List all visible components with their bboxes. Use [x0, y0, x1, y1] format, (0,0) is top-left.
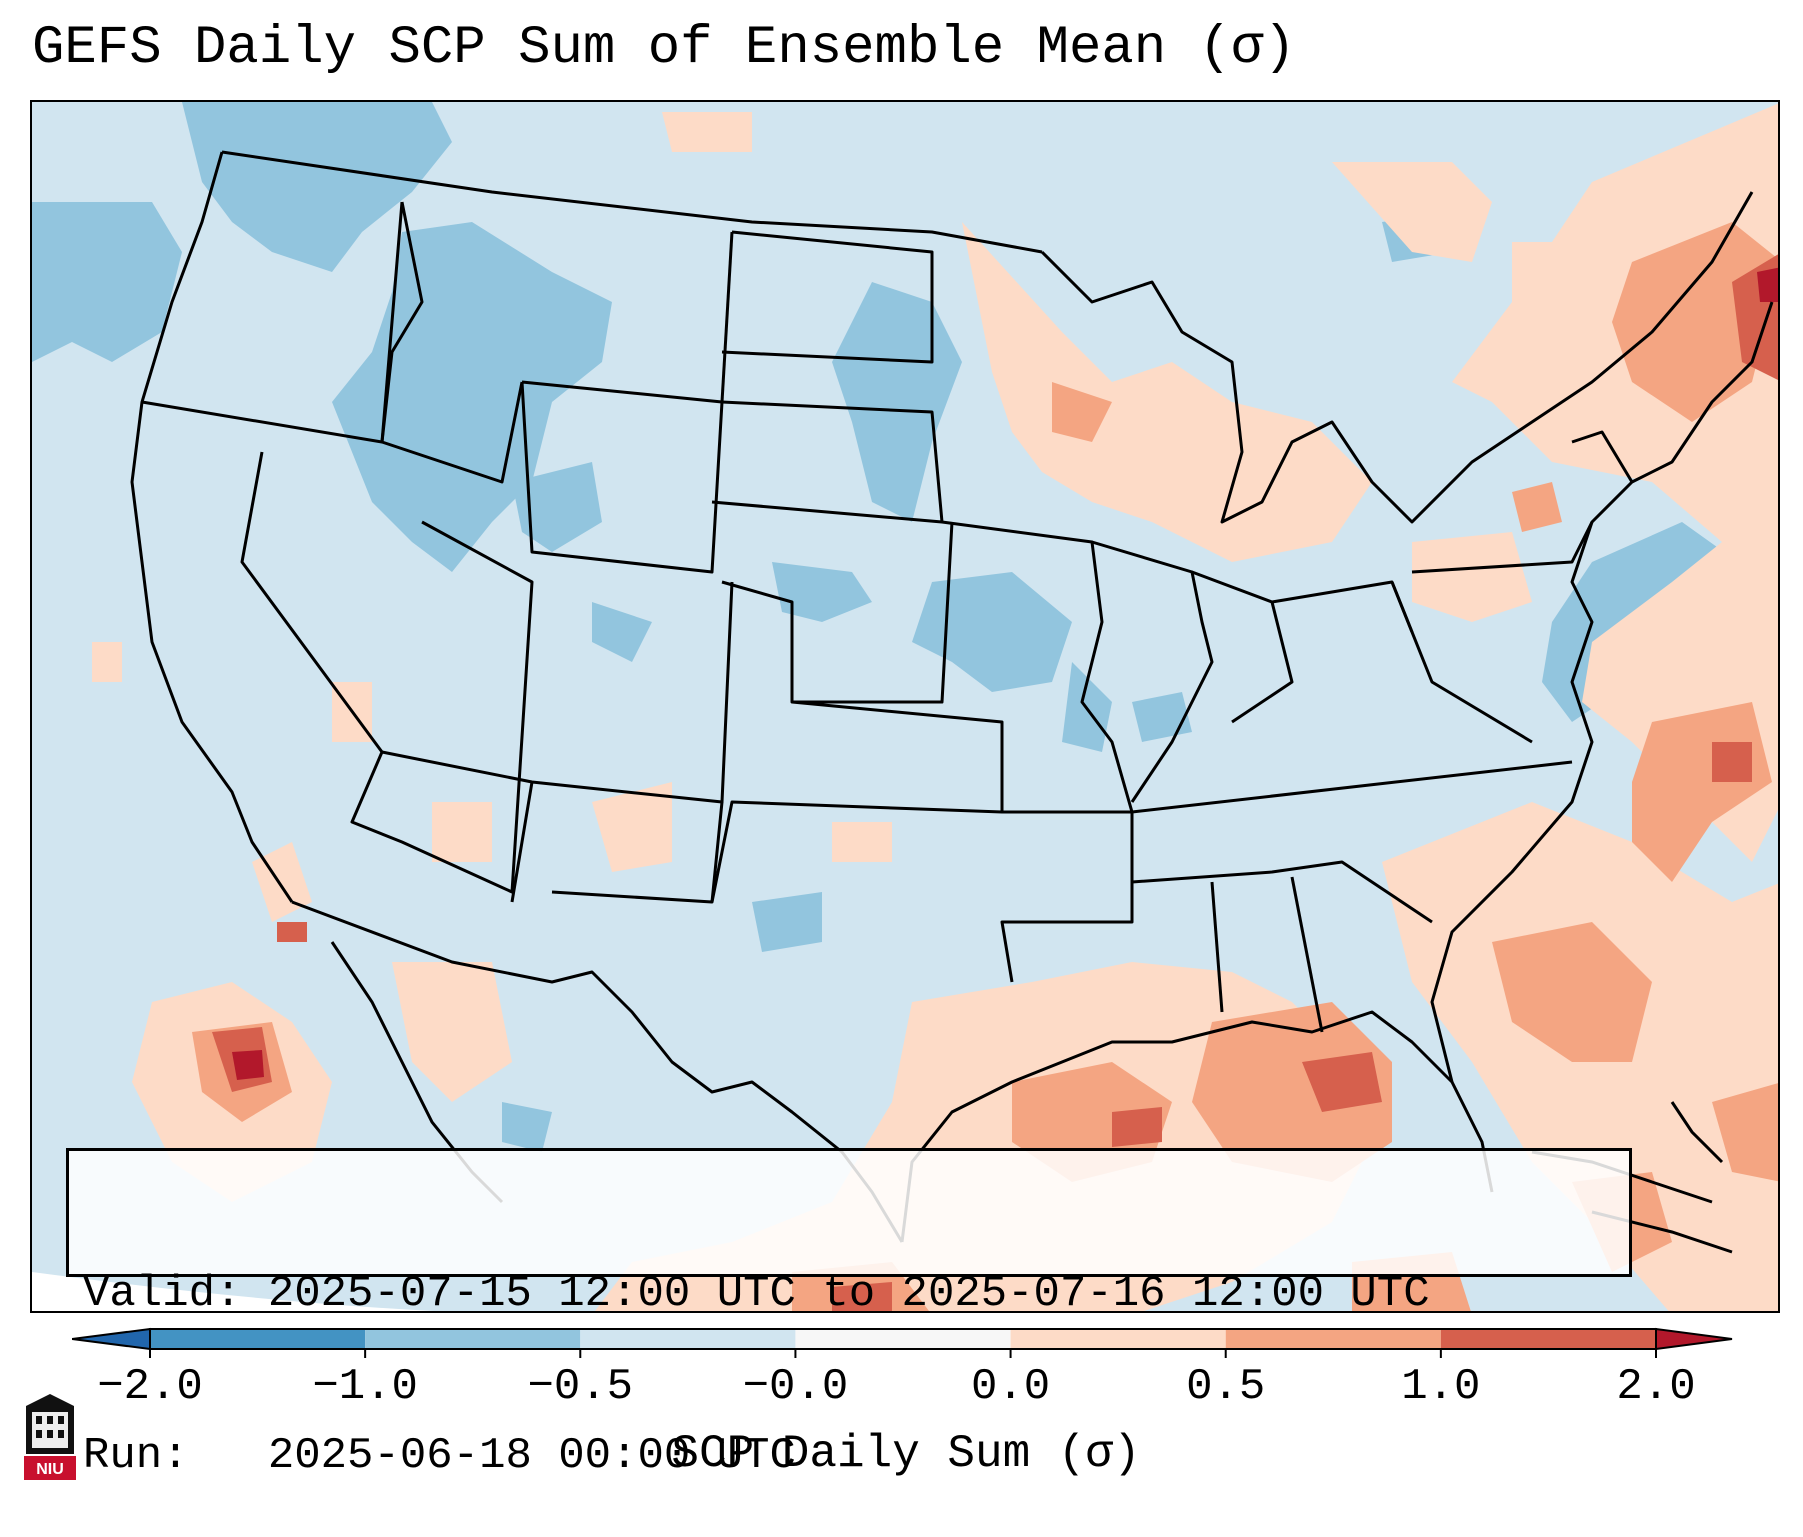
colorbar-tick-label: 0.0: [970, 1362, 1051, 1412]
scp-field-map: [32, 102, 1778, 1311]
colorbar-label: SCP Daily Sum (σ): [671, 1428, 1141, 1480]
colorbar-tick-label: −2.0: [97, 1362, 203, 1412]
colorbar-segment: [580, 1329, 796, 1349]
run-time-text: Run: 2025-06-18 00:00 UTC: [83, 1431, 796, 1481]
colorbar-tick-label: 0.5: [1186, 1362, 1266, 1412]
strong-positive-areas: [212, 254, 1778, 1311]
colorbar-segment: [795, 1329, 1011, 1349]
colorbar-extend-high: [1655, 1327, 1733, 1351]
info-box: Valid: 2025-07-15 12:00 UTC to 2025-07-1…: [66, 1148, 1632, 1481]
colorbar-segment: [150, 1329, 366, 1349]
moderate-positive-areas: [192, 222, 1778, 1311]
logo-text: NIU: [36, 1461, 64, 1478]
colorbar-segment: [1010, 1329, 1226, 1349]
colorbar-tick-label: −1.0: [312, 1362, 418, 1412]
chart-title: GEFS Daily SCP Sum of Ensemble Mean (σ): [32, 18, 1296, 79]
colorbar-extend-low: [72, 1327, 151, 1351]
colorbar-tick-label: −0.0: [742, 1362, 849, 1412]
colorbar-tick-label: 1.0: [1401, 1362, 1481, 1412]
valid-time-text: Valid: 2025-07-15 12:00 UTC to 2025-07-1…: [83, 1269, 1430, 1319]
university-tower-icon: NIU: [24, 1394, 76, 1480]
colorbar-segment: [1440, 1329, 1656, 1349]
map-panel: [30, 100, 1780, 1313]
colorbar-segment: [1225, 1329, 1441, 1349]
colorbar-segments: [149, 1328, 1657, 1358]
colorbar-tick-label: 2.0: [1616, 1362, 1696, 1412]
extreme-positive-areas: [232, 267, 1778, 1080]
colorbar-segment: [365, 1329, 581, 1349]
boundary-lines: [130, 150, 1774, 1243]
colorbar-tick-label: −0.5: [527, 1362, 634, 1412]
colorbar: [72, 1327, 1733, 1358]
